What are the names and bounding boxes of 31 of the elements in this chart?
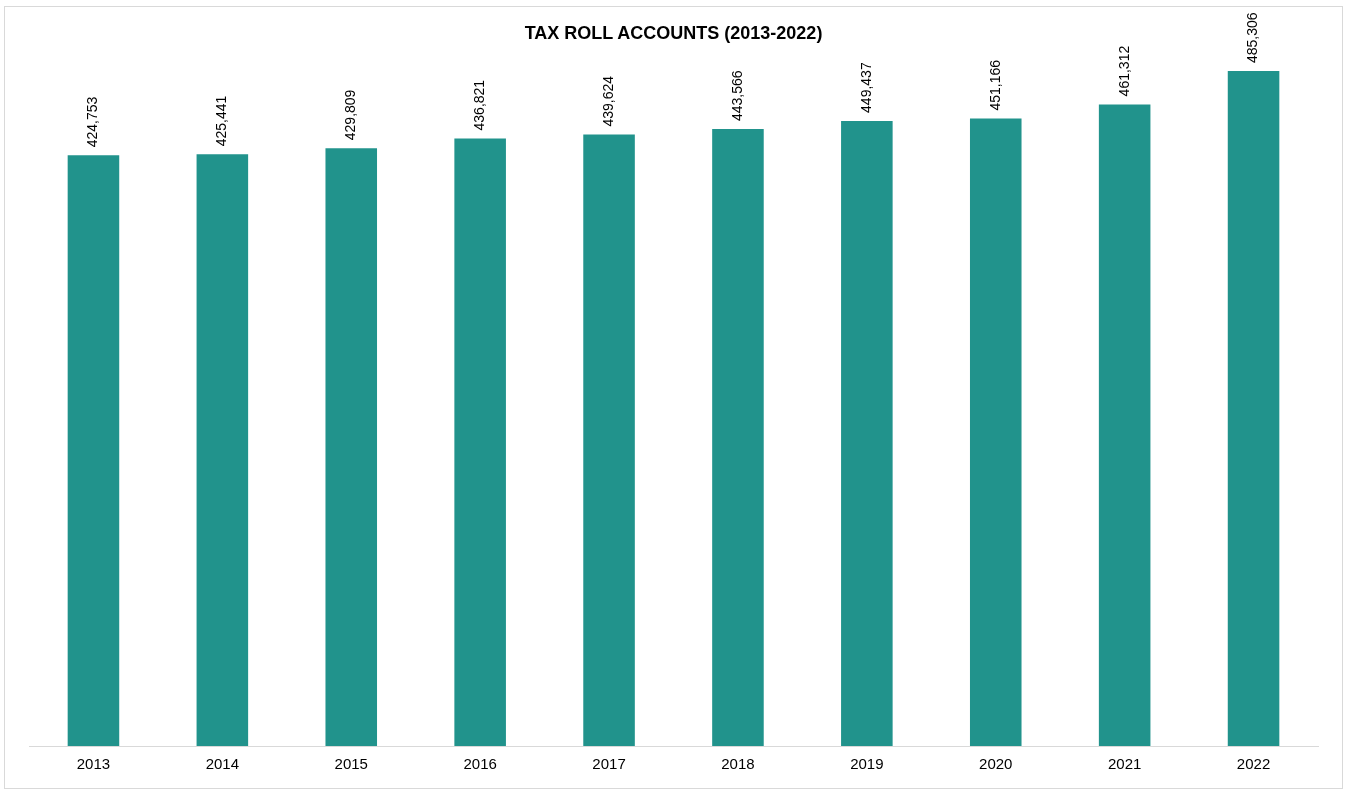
bar	[454, 138, 506, 746]
x-tick-label: 2022	[1236, 755, 1271, 773]
data-label: 485,306	[1244, 12, 1261, 64]
bar	[969, 118, 1022, 746]
x-tick-label: 2017	[592, 755, 626, 773]
bar	[67, 155, 120, 746]
chart-title: TAX ROLL ACCOUNTS (2013-2022)	[524, 22, 823, 43]
data-label: 443,566	[728, 70, 745, 122]
bar	[583, 134, 635, 746]
bar	[196, 154, 249, 746]
data-label: 461,312	[1115, 45, 1132, 97]
bar	[1227, 71, 1280, 746]
data-label: 425,441	[213, 95, 230, 147]
data-label: 439,624	[599, 75, 616, 127]
x-tick-label: 2018	[721, 755, 755, 773]
data-label: 424,753	[84, 96, 101, 148]
data-label: 449,437	[857, 62, 874, 113]
data-label: 429,809	[342, 89, 359, 141]
x-tick-label: 2019	[850, 755, 884, 773]
x-tick-label: 2016	[463, 755, 497, 773]
bar	[1098, 104, 1151, 746]
x-tick-label: 2013	[76, 755, 111, 773]
x-tick-label: 2021	[1107, 755, 1142, 773]
bar	[712, 129, 764, 746]
bar	[841, 120, 893, 746]
bar	[325, 148, 378, 746]
x-tick-label: 2014	[205, 755, 240, 773]
data-label: 451,166	[986, 59, 1003, 111]
data-label: 436,821	[471, 79, 488, 131]
x-tick-label: 2020	[979, 755, 1013, 773]
x-tick-label: 2015	[334, 755, 368, 773]
